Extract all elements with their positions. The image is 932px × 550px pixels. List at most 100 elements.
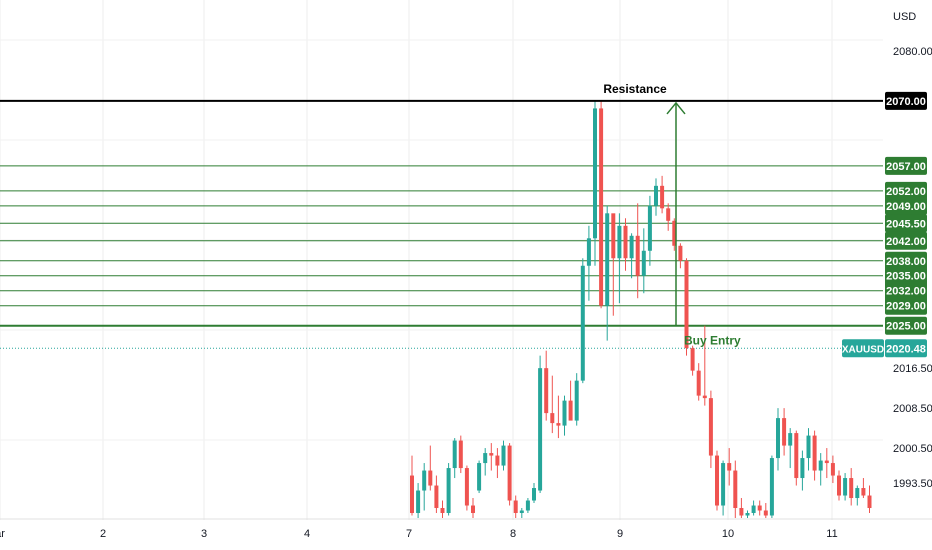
candle bbox=[769, 455, 774, 518]
candle-body bbox=[586, 238, 591, 266]
candle-body bbox=[556, 423, 561, 426]
price-tick-label: 1993.50 bbox=[893, 478, 932, 490]
candle bbox=[428, 445, 433, 491]
candle bbox=[611, 213, 616, 316]
buy-entry-label: Buy Entry bbox=[684, 334, 741, 348]
candle-body bbox=[593, 108, 597, 239]
candle-body bbox=[727, 463, 732, 471]
candle bbox=[495, 448, 500, 479]
level-price-badge-text: 2042.00 bbox=[886, 236, 926, 248]
level-price-badge-text: 2038.00 bbox=[886, 256, 926, 268]
level-price-badge-box bbox=[885, 251, 927, 270]
candle-body bbox=[458, 440, 463, 469]
candle-body bbox=[532, 488, 536, 501]
candle-body bbox=[666, 208, 671, 221]
level-price-badge-box bbox=[885, 196, 927, 215]
candle-body bbox=[715, 455, 719, 506]
candle-body bbox=[574, 380, 579, 421]
candle-body bbox=[580, 265, 585, 381]
candle bbox=[824, 448, 829, 479]
candle bbox=[410, 455, 414, 516]
level-price-badge-box bbox=[885, 181, 927, 200]
candle-body bbox=[708, 398, 713, 456]
time-tick-label: 11 bbox=[826, 528, 837, 540]
candle bbox=[617, 213, 622, 304]
level-price-badge: 2032.00 bbox=[885, 281, 927, 300]
candle-body bbox=[739, 508, 744, 516]
level-price-badge-text: 2035.00 bbox=[886, 271, 926, 283]
candle bbox=[501, 440, 506, 471]
candle-body bbox=[635, 235, 640, 276]
candle bbox=[629, 233, 634, 279]
candle-body bbox=[794, 433, 799, 479]
candle-body bbox=[800, 458, 805, 479]
candle-body bbox=[410, 475, 414, 514]
level-price-badge-text: 2057.00 bbox=[886, 161, 926, 173]
candle-body bbox=[861, 488, 866, 496]
candle bbox=[440, 500, 445, 518]
candle-body bbox=[849, 478, 854, 499]
candle-body bbox=[806, 435, 811, 459]
level-price-badge-box bbox=[885, 281, 927, 300]
candle bbox=[544, 350, 549, 421]
candle-body bbox=[867, 495, 872, 509]
candle-body bbox=[782, 418, 787, 446]
level-price-badge: 2052.00 bbox=[885, 181, 927, 200]
candle bbox=[794, 430, 799, 486]
candle-body bbox=[672, 220, 677, 246]
candle-body bbox=[495, 455, 500, 466]
candle bbox=[751, 500, 756, 516]
price-axis[interactable]: 1993.50 2000.50 2008.50 2016.50 2080.00 bbox=[893, 46, 932, 490]
candle bbox=[782, 408, 787, 456]
symbol-badge-box bbox=[842, 339, 884, 358]
candle-body bbox=[702, 395, 707, 399]
time-tick-label: 8 bbox=[510, 528, 516, 540]
candle bbox=[733, 460, 738, 518]
price-tick-label: 2080.00 bbox=[893, 46, 932, 58]
candle-body bbox=[422, 470, 427, 491]
candle-body bbox=[611, 213, 616, 259]
candle-body bbox=[471, 505, 475, 514]
candle bbox=[654, 178, 658, 216]
time-tick-label: ar bbox=[0, 528, 5, 540]
candle-body bbox=[757, 505, 762, 511]
candle bbox=[525, 498, 530, 514]
candle bbox=[562, 395, 567, 436]
candle-body bbox=[501, 445, 506, 466]
candle bbox=[446, 463, 451, 516]
candle bbox=[641, 228, 646, 294]
candle-body bbox=[513, 500, 518, 514]
candle-body bbox=[483, 453, 488, 464]
candle-body bbox=[629, 235, 634, 259]
candle bbox=[647, 195, 652, 266]
time-tick-label: 3 bbox=[201, 528, 207, 540]
candle-body bbox=[769, 458, 774, 516]
candle-body bbox=[684, 260, 689, 349]
candle bbox=[763, 503, 768, 518]
price-tick-label: 2008.50 bbox=[893, 403, 932, 415]
resistance-price-badge-box bbox=[885, 91, 927, 110]
candle-body bbox=[776, 418, 780, 459]
candle bbox=[855, 485, 860, 506]
candle bbox=[684, 258, 689, 356]
time-axis[interactable]: ar 2 3 4 7 8 9 10 11 bbox=[0, 518, 932, 540]
candle bbox=[635, 203, 640, 299]
currency-label: USD bbox=[893, 11, 916, 23]
level-price-badge-text: 2045.50 bbox=[886, 218, 926, 230]
level-price-badge: 2045.50 bbox=[885, 214, 927, 233]
candle-body bbox=[623, 225, 628, 259]
candle bbox=[708, 390, 713, 469]
candle bbox=[800, 450, 805, 491]
candle bbox=[458, 435, 463, 474]
candle bbox=[666, 203, 671, 231]
candle-body bbox=[617, 225, 622, 259]
candle-body bbox=[855, 488, 860, 499]
candle-body bbox=[641, 250, 646, 276]
resistance-price-badge: 2070.00 bbox=[885, 91, 927, 110]
candle bbox=[830, 455, 835, 484]
candle-body bbox=[733, 470, 738, 509]
candle-body bbox=[452, 440, 457, 469]
candle-body bbox=[446, 468, 451, 514]
candle bbox=[861, 478, 866, 499]
